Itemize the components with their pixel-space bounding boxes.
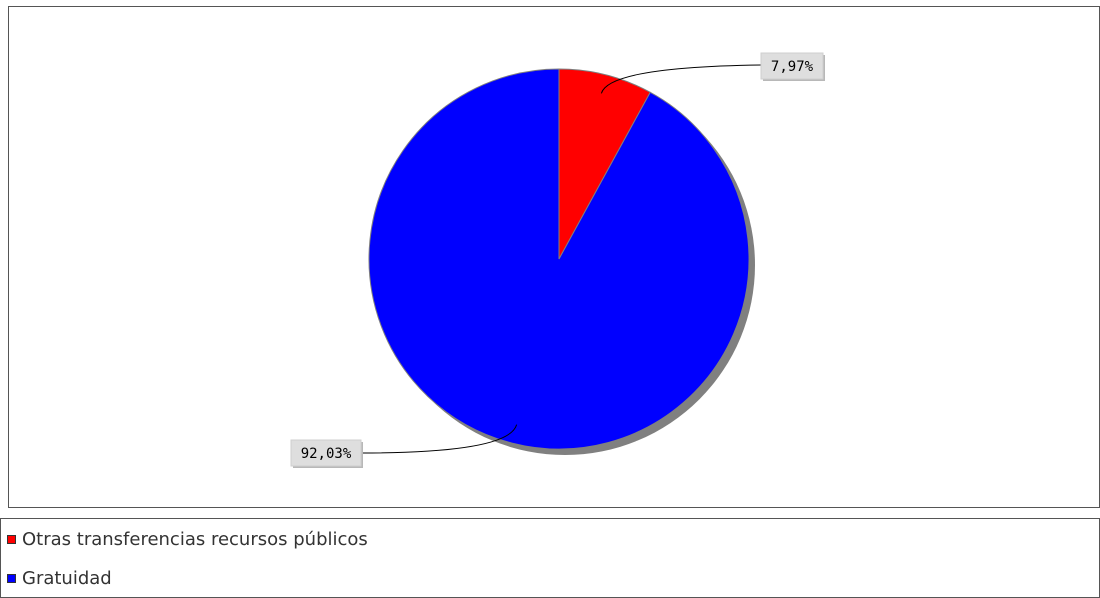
legend-swatch-otras-transferencias xyxy=(7,534,16,544)
legend-label-gratuidad: Gratuidad xyxy=(22,567,112,589)
chart-area: 7,97% 92,03% xyxy=(8,6,1100,508)
svg-text:92,03%: 92,03% xyxy=(301,446,352,462)
legend-item-gratuidad: Gratuidad xyxy=(7,566,112,590)
pie-chart: 7,97% 92,03% xyxy=(290,52,825,468)
pie-slice-otras-transferencias xyxy=(558,68,651,260)
pie-slice-gratuidad xyxy=(368,68,750,450)
pie-label-otras-transferencias: 7,97% xyxy=(760,52,825,81)
legend-swatch-gratuidad xyxy=(7,573,16,583)
pie-leader-line-gratuidad xyxy=(360,424,518,454)
legend: Otras transferencias recursos públicos G… xyxy=(0,518,1100,598)
svg-text:7,97%: 7,97% xyxy=(771,59,814,75)
legend-label-otras-transferencias: Otras transferencias recursos públicos xyxy=(22,528,368,550)
pie-label-gratuidad: 92,03% xyxy=(290,439,363,468)
legend-item-otras-transferencias: Otras transferencias recursos públicos xyxy=(7,527,368,551)
pie-leader-line-otras-transferencias xyxy=(600,64,762,94)
